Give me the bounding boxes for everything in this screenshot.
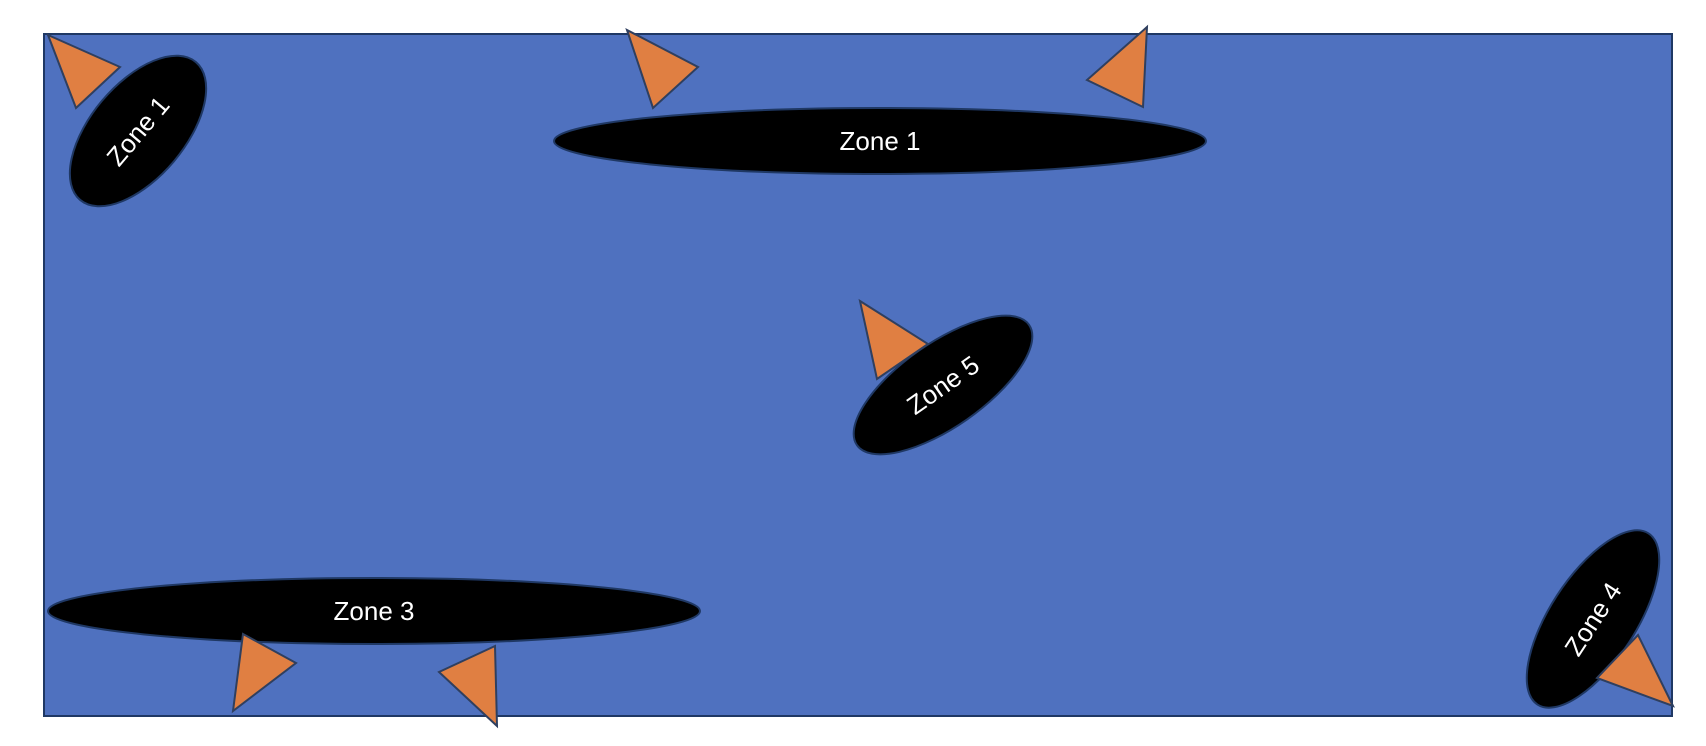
triangle-marker-icon: [1085, 24, 1149, 109]
triangle-marker-icon: [625, 27, 700, 110]
zone-bottom-left: Zone 3: [47, 577, 701, 645]
zone-ellipse: [47, 577, 701, 645]
zone-label: Zone 3: [334, 596, 415, 626]
triangle-marker-icon: [231, 632, 298, 714]
triangle-marker-icon: [437, 644, 499, 729]
triangle-marker-icon: [1595, 633, 1676, 708]
zone-top-center: Zone 1: [553, 107, 1207, 175]
zone-ellipse: [68, 54, 208, 208]
triangle-marker-icon: [46, 33, 122, 110]
zone-center: Zone 5: [852, 314, 1034, 456]
zone-ellipse: [1525, 529, 1661, 709]
zone-bottom-right: Zone 4: [1525, 529, 1661, 709]
zone-ellipse: [553, 107, 1207, 175]
triangle-marker-icon: [858, 298, 930, 381]
zone-top-left: Zone 1: [68, 54, 208, 208]
zone-label: Zone 1: [840, 126, 921, 156]
